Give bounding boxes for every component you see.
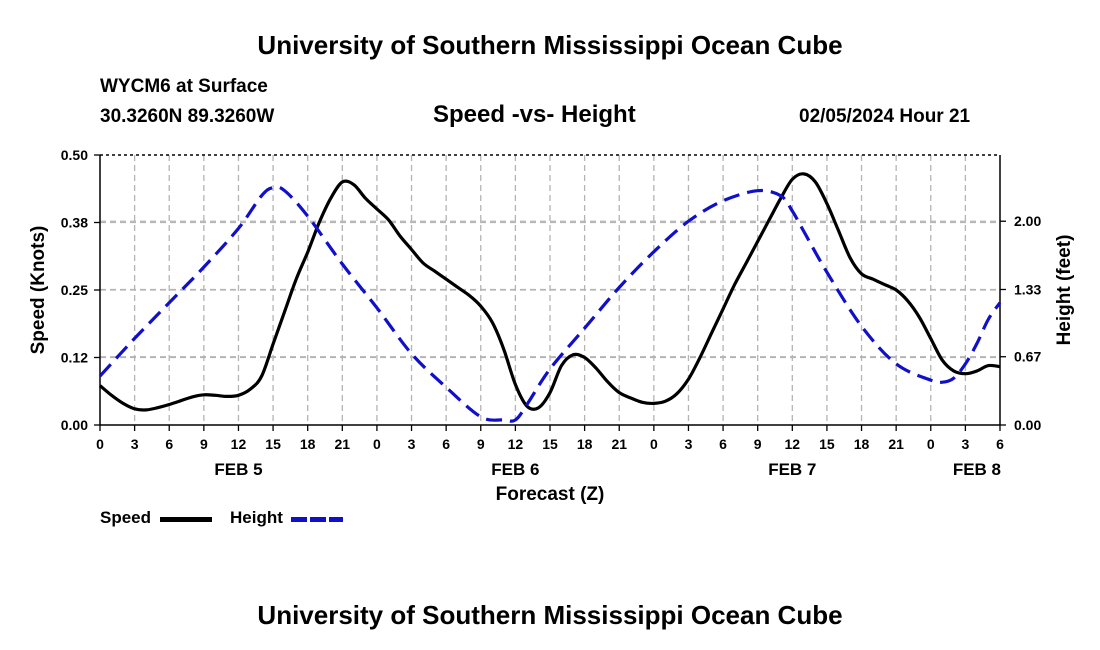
legend-height-swatch [291,517,343,522]
y2-tick-label: 0.67 [1014,349,1041,365]
legend-speed-label: Speed [100,508,152,527]
legend-height-label: Height [230,508,283,527]
x-tick-label: 12 [785,436,801,452]
x-tick-label: 21 [888,436,904,452]
y-tick-label: 0.50 [61,147,88,163]
x-axis-label: Forecast (Z) [496,484,605,505]
x-tick-label: 15 [542,436,558,452]
y-tick-label: 0.00 [61,417,88,433]
series-line-speed [98,172,1001,412]
x-tick-label: 3 [961,436,969,452]
x-tick-label: 9 [200,436,208,452]
y-axis-label: Speed (Knots) [28,226,49,355]
x-tick-label: 18 [854,436,870,452]
day-label: FEB 6 [491,460,539,479]
y2-axis-label: Height (feet) [1054,235,1075,346]
y2-tick-label: 2.00 [1014,213,1041,229]
y-tick-label: 0.12 [61,350,88,366]
day-label: FEB 7 [768,460,816,479]
footer-title: University of Southern Mississippi Ocean… [257,600,843,630]
y2-tick-label: 1.33 [1014,281,1041,297]
x-tick-label: 12 [508,436,524,452]
y2-tick-label: 0.00 [1014,417,1041,433]
x-tick-label: 6 [996,436,1004,452]
day-label: FEB 8 [953,460,1001,479]
x-tick-label: 18 [300,436,316,452]
chart-title: Speed -vs- Height [433,101,636,128]
station-label: WYCM6 at Surface [100,76,268,97]
x-tick-label: 21 [335,436,351,452]
y-tick-label: 0.38 [61,215,88,231]
x-tick-label: 3 [408,436,416,452]
x-tick-label: 12 [231,436,247,452]
y-tick-label: 0.25 [61,282,88,298]
station-coords: 30.3260N 89.3260W [100,106,275,127]
x-tick-label: 18 [577,436,593,452]
x-tick-label: 0 [96,436,104,452]
legend-speed-swatch [160,517,212,522]
x-tick-label: 21 [611,436,627,452]
x-tick-label: 9 [477,436,485,452]
x-tick-label: 15 [265,436,281,452]
page-title: University of Southern Mississippi Ocean… [257,30,843,60]
series-line-height [98,185,1002,423]
x-tick-label: 0 [927,436,935,452]
x-tick-label: 9 [754,436,762,452]
x-tick-label: 3 [131,436,139,452]
forecast-datetime: 02/05/2024 Hour 21 [799,106,971,127]
x-tick-label: 6 [165,436,173,452]
x-tick-label: 0 [373,436,381,452]
x-tick-label: 15 [819,436,835,452]
x-tick-label: 6 [719,436,727,452]
x-tick-label: 6 [442,436,450,452]
x-tick-label: 0 [650,436,658,452]
day-label: FEB 5 [214,460,262,479]
x-tick-label: 3 [685,436,693,452]
